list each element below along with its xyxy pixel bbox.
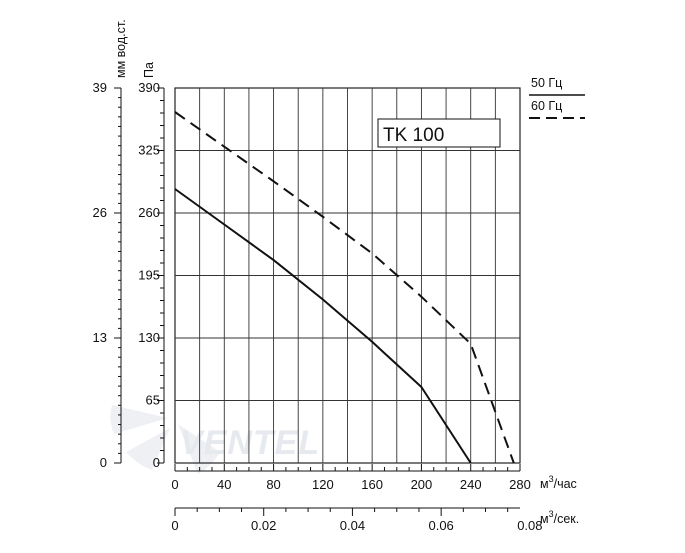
x-tick-label-m3s: 0.02	[251, 518, 276, 533]
x-tick-label-m3h: 40	[217, 477, 231, 492]
y-tick-label-mm: 13	[93, 330, 107, 345]
y-tick-label-pa: 65	[146, 393, 160, 408]
y-tick-label-pa: 260	[138, 205, 160, 220]
x-tick-label-m3s: 0.06	[428, 518, 453, 533]
x-tick-label-m3s: 0.08	[517, 518, 542, 533]
x-tick-label-m3h: 120	[312, 477, 334, 492]
series-line-50hz	[174, 188, 472, 464]
x-tick-label-m3h: 160	[361, 477, 383, 492]
x-tick-label-m3h: 200	[411, 477, 433, 492]
x-tick-label-m3s: 0.04	[340, 518, 365, 533]
y-tick-label-pa: 390	[138, 80, 160, 95]
x-axis-unit-m3h: м3/час	[540, 474, 577, 491]
model-label: TK 100	[383, 125, 444, 146]
watermark-logo: VENTEL	[110, 405, 320, 474]
y-tick-label-pa: 195	[138, 268, 160, 283]
x-tick-label-m3h: 240	[460, 477, 482, 492]
series-line-60hz	[174, 111, 515, 464]
x-axis-unit-m3s: м3/сек.	[540, 509, 579, 526]
watermark-text: VENTEL	[180, 424, 320, 462]
y-tick-label-mm: 0	[100, 455, 107, 470]
y-axis-label-mm: мм вод.ст.	[114, 19, 128, 78]
legend-label-50hz: 50 Гц	[531, 76, 562, 90]
grid	[174, 87, 521, 464]
y-axis-label-pa: Па	[142, 62, 156, 78]
x-tick-label-m3h: 0	[171, 477, 178, 492]
x-tick-label-m3s: 0	[171, 518, 178, 533]
model-label-box: TK 100	[377, 118, 501, 148]
y-tick-label-pa: 130	[138, 330, 160, 345]
legend-label-60hz: 60 Гц	[531, 99, 562, 113]
series-lines	[174, 111, 515, 464]
y-tick-label-pa: 325	[138, 143, 160, 158]
legend: 50 Гц 60 Гц	[529, 76, 585, 119]
y-tick-label-mm: 39	[93, 80, 107, 95]
x-tick-label-m3h: 280	[509, 477, 531, 492]
x-tick-label-m3h: 80	[266, 477, 280, 492]
y-tick-label-pa: 0	[153, 455, 160, 470]
y-tick-label-mm: 26	[93, 205, 107, 220]
